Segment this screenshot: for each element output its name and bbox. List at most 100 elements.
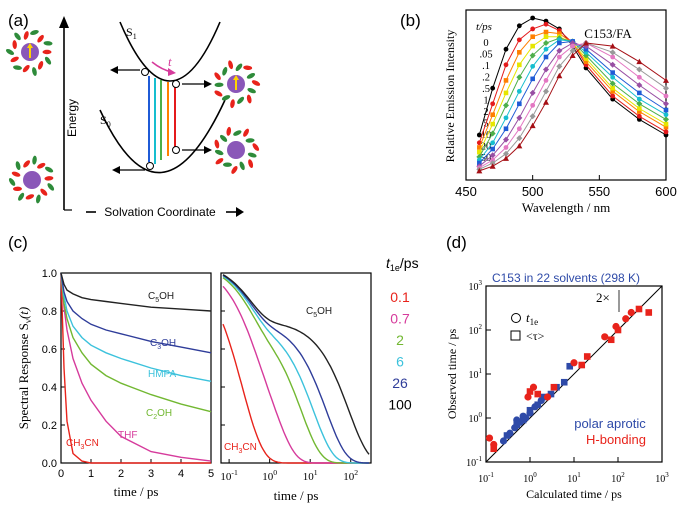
data-point <box>490 146 495 152</box>
spectrum-line-.5 <box>478 37 667 158</box>
solvent-molecule-icon <box>37 34 44 43</box>
panel-d-ticks: 10-1 10-1 100 100 101 101 102 102 103 103 <box>466 279 669 485</box>
solvent-molecule-icon <box>8 178 16 186</box>
polar-aprotic-label: polar aprotic <box>574 416 646 431</box>
y-tick-label: 100 <box>469 411 483 425</box>
data-point <box>663 77 669 83</box>
response-curve-log-C5OH <box>222 274 370 455</box>
solvent-molecule-icon <box>222 162 232 167</box>
response-curve-log-HMPA <box>222 275 369 464</box>
sample-label: C153/FA <box>584 26 632 41</box>
data-point <box>560 378 568 386</box>
data-point <box>607 336 615 344</box>
solvent-molecule-icon <box>252 143 260 151</box>
solvent-molecule-icon <box>23 160 31 168</box>
data-point <box>583 39 589 46</box>
legend-circle-label: t1e <box>526 310 538 327</box>
s0-label: S0 <box>100 113 111 129</box>
solvent-molecule-icon <box>247 152 257 158</box>
x-tick-label: 101 <box>303 468 318 483</box>
x-tick-label: 500 <box>522 184 544 199</box>
data-point <box>636 100 643 107</box>
data-point <box>530 43 535 49</box>
solvent-molecule-icon <box>14 32 21 41</box>
data-point <box>529 113 536 120</box>
emission-transitions <box>141 68 180 170</box>
solvent-molecule-icon <box>221 95 231 101</box>
data-point <box>636 113 642 119</box>
data-point <box>516 23 522 29</box>
data-point <box>610 54 616 60</box>
x-tick-label: 4 <box>178 468 184 480</box>
solvent-molecule-icon <box>5 49 15 55</box>
solvent-label: THF <box>118 430 137 441</box>
data-point <box>609 43 616 49</box>
x-tick-label: 102 <box>343 468 358 483</box>
state-marker <box>141 68 149 76</box>
data-point <box>601 333 609 341</box>
panel-c-x-ticks-right: 10-1 100 101 102 <box>220 459 358 483</box>
x-tick-label: 102 <box>611 471 625 485</box>
solvent-molecule-icon <box>235 63 243 71</box>
data-point <box>550 383 558 391</box>
x-tick-label: 2 <box>118 468 124 480</box>
data-point <box>543 66 549 73</box>
data-point <box>529 89 536 96</box>
data-point <box>556 72 563 79</box>
legend-entry-.05: .05 <box>479 50 492 61</box>
spectrum-line-.05 <box>478 23 667 143</box>
data-point <box>489 130 496 137</box>
data-point <box>636 66 643 73</box>
x-tick-label: 10-1 <box>220 468 238 483</box>
response-curve-CH3CN <box>60 272 211 464</box>
spectrum-line-10 <box>479 42 667 169</box>
data-point <box>583 59 589 64</box>
panel-c-y-ticks: 0.0 0.2 0.4 0.6 0.8 1.0 <box>42 268 225 470</box>
solvent-molecule-icon <box>243 65 253 71</box>
solvent-molecule-icon <box>30 30 39 35</box>
data-point <box>635 305 643 313</box>
data-point <box>543 99 549 105</box>
data-point <box>663 107 669 113</box>
data-point <box>636 96 642 102</box>
solvent-molecule-icon <box>219 134 228 142</box>
y-tick-label: 0.4 <box>42 382 57 394</box>
solvent-molecule-icon <box>10 56 19 63</box>
panel-a: (a) Energy Solvation Coordinate S1 S0 t <box>5 11 261 219</box>
data-point <box>556 47 563 54</box>
solvent-molecule-icon <box>40 188 48 196</box>
data-point <box>530 63 536 69</box>
data-point <box>569 52 576 58</box>
data-point <box>476 132 482 138</box>
data-point <box>490 445 498 453</box>
data-point <box>543 46 549 52</box>
data-point <box>583 46 589 52</box>
y-tick-label: 102 <box>469 323 483 337</box>
data-point <box>610 89 615 94</box>
solvent-molecule-icon <box>25 194 35 200</box>
solvent-molecule-icon <box>233 130 242 136</box>
y-tick-label: 0.0 <box>42 458 57 470</box>
solute-icon <box>227 141 245 159</box>
panel-c-y-label: Spectral Response Sν(t) <box>16 307 33 430</box>
panel-b-y-label: Relative Emission Intensity <box>443 30 457 163</box>
panel-d-x-label: Calculated time / ps <box>526 487 622 501</box>
spectrum-line-2 <box>478 40 667 164</box>
y-tick-label: 0.2 <box>42 420 57 432</box>
panel-a-label: (a) <box>8 11 29 30</box>
s0-potential-curve <box>99 99 226 174</box>
data-point <box>610 70 615 75</box>
legend-value-26: 26 <box>392 375 408 391</box>
data-point <box>534 401 542 409</box>
data-point <box>614 326 622 334</box>
legend-entry-.5: .5 <box>482 84 490 95</box>
data-point <box>516 135 523 142</box>
panel-b-x-label: Wavelength / nm <box>522 200 611 215</box>
s1-label: S1 <box>126 25 137 41</box>
dipole-arrow-icon <box>27 43 33 48</box>
state-marker <box>172 80 180 88</box>
panel-d: (d) C153 in 22 solvents (298 K) 10-110-1… <box>445 233 669 501</box>
solvent-molecule-icon <box>23 31 29 40</box>
data-point <box>583 353 591 360</box>
